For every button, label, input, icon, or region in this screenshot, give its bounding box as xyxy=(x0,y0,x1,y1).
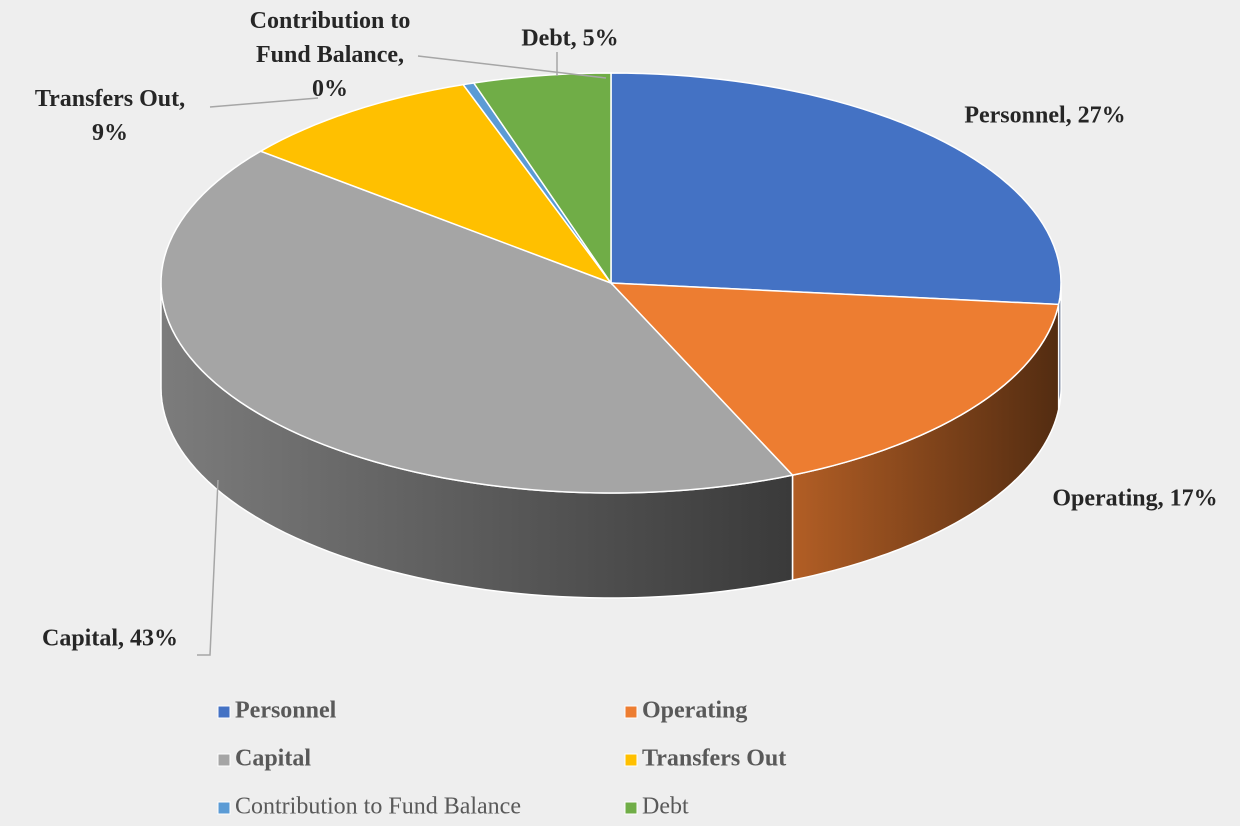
label-line: 9% xyxy=(92,120,128,146)
slice xyxy=(160,150,794,494)
legend-swatch xyxy=(217,705,231,719)
label-line: 0% xyxy=(312,76,348,102)
data-label: Operating, 17% xyxy=(1052,486,1217,512)
slice xyxy=(472,72,612,286)
leader-line xyxy=(209,97,319,108)
legend-swatch xyxy=(624,753,638,767)
legend-swatch xyxy=(624,705,638,719)
label-line: Contribution to xyxy=(250,8,411,34)
label-line: Transfers Out, xyxy=(35,86,185,112)
data-label: Debt, 5% xyxy=(521,26,618,52)
slice xyxy=(258,83,614,285)
leader-line xyxy=(417,55,607,79)
legend-swatch xyxy=(624,801,638,815)
legend-label: Capital xyxy=(235,746,311,772)
label-line: Fund Balance, xyxy=(256,42,404,68)
legend-swatch xyxy=(217,801,231,815)
legend-swatch xyxy=(217,753,231,767)
legend-label: Personnel xyxy=(235,698,337,724)
legend-label: Debt xyxy=(642,794,689,820)
legend-label: Transfers Out xyxy=(642,746,786,772)
data-label: Contribution to Fund Balance, 0% xyxy=(250,8,411,102)
legend-label: Contribution to Fund Balance xyxy=(235,794,521,820)
slice xyxy=(610,72,1062,306)
legend-label: Operating xyxy=(642,698,747,724)
data-label: Transfers Out, 9% xyxy=(35,86,185,146)
slice xyxy=(609,282,1060,476)
leader-line xyxy=(197,479,219,656)
data-label: Capital, 43% xyxy=(42,626,178,652)
data-label: Personnel, 27% xyxy=(964,103,1125,129)
